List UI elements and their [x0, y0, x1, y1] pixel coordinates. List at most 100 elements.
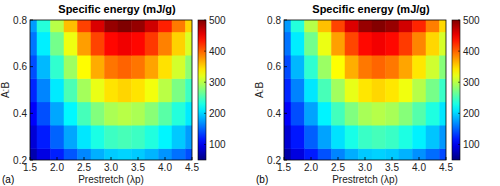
heatmap-cell: [50, 20, 64, 32]
heatmap-cell: [118, 78, 132, 102]
y-tick-label: 0.8: [267, 15, 281, 26]
heatmap-cell: [131, 55, 145, 79]
title: Specific energy (mJ/g): [312, 3, 430, 15]
colorbar-tick: [458, 113, 460, 114]
heatmap-cell: [358, 125, 372, 149]
heatmap-cell: [331, 102, 345, 126]
colorbar-tick-label: 300: [209, 77, 226, 88]
heatmap-cell: [50, 148, 64, 160]
heatmap-cell: [172, 78, 186, 102]
heatmap-cell: [37, 55, 51, 79]
heatmap-cell: [37, 102, 51, 126]
heatmap-cell: [385, 102, 399, 126]
heatmap-cell: [426, 102, 440, 126]
heatmap-cell: [412, 125, 426, 149]
x-tick: [338, 157, 339, 160]
heatmap-cell: [331, 55, 345, 79]
panel-label: (b): [256, 174, 268, 185]
heatmap-cell: [64, 20, 78, 32]
colorbar-tick-label: 200: [209, 108, 226, 119]
heatmap-cell: [131, 32, 145, 56]
heatmap-cell: [172, 32, 186, 56]
heatmap-cell: [439, 148, 446, 160]
heatmap-cell: [385, 32, 399, 56]
heatmap-cell: [118, 20, 132, 32]
x-tick: [392, 157, 393, 160]
x-tick-label: 3.5: [131, 162, 145, 173]
heatmap-cell: [439, 55, 446, 79]
plot-frame: [284, 20, 446, 160]
heatmap-cell: [304, 20, 318, 32]
colorbar-tick: [204, 82, 206, 83]
colorbar-tick: [204, 20, 206, 21]
x-tick: [446, 157, 447, 160]
heatmap-cell: [358, 32, 372, 56]
heatmap-cell: [412, 32, 426, 56]
heatmap-cell: [358, 102, 372, 126]
heatmap-cell: [358, 20, 372, 32]
heatmap-cell: [50, 55, 64, 79]
heatmap-cell: [64, 148, 78, 160]
heatmap-cell: [104, 55, 118, 79]
panel-label: (a): [2, 174, 14, 185]
x-tick: [419, 157, 420, 160]
heatmap-cell: [318, 78, 332, 102]
heatmap-cell: [345, 148, 359, 160]
colorbar-tick: [458, 20, 460, 21]
heatmap-cell: [158, 20, 172, 32]
heatmap-cell: [399, 125, 413, 149]
y-tick: [30, 113, 33, 114]
heatmap-cell: [291, 102, 305, 126]
heatmap-cell: [331, 32, 345, 56]
heatmap-cell: [37, 125, 51, 149]
heatmap-cell: [104, 20, 118, 32]
heatmap-cell: [358, 78, 372, 102]
heatmap-cell: [358, 55, 372, 79]
heatmap-cell: [185, 102, 192, 126]
heatmap-cell: [91, 32, 105, 56]
heatmap-cell: [284, 125, 291, 149]
heatmap-cell: [185, 32, 192, 56]
heatmap-cell: [318, 102, 332, 126]
heatmap-cell: [77, 78, 91, 102]
heatmap-cell: [50, 32, 64, 56]
x-tick: [138, 157, 139, 160]
heatmap-cell: [412, 148, 426, 160]
heatmap-cell: [64, 55, 78, 79]
heatmap-cell: [64, 125, 78, 149]
heatmap-cell: [158, 125, 172, 149]
heatmap-cell: [331, 78, 345, 102]
y-tick: [30, 20, 33, 21]
heatmap-cell: [77, 125, 91, 149]
y-axis-label: A:B: [254, 82, 265, 98]
heatmap-cell: [318, 55, 332, 79]
heatmap-cell: [104, 32, 118, 56]
heatmap-cell: [345, 125, 359, 149]
x-tick-label: 3.0: [104, 162, 118, 173]
heatmap-cell: [358, 148, 372, 160]
heatmap-cell: [291, 20, 305, 32]
heatmap-cell: [284, 78, 291, 102]
heatmap-cell: [399, 55, 413, 79]
y-axis-label: A:B: [0, 82, 11, 98]
heatmap-cell: [131, 102, 145, 126]
heatmap-cell: [30, 148, 37, 160]
heatmap-cell: [131, 125, 145, 149]
heatmap-cell: [118, 32, 132, 56]
heatmap-cell: [91, 148, 105, 160]
heatmap-cell: [64, 78, 78, 102]
heatmap-cell: [118, 55, 132, 79]
x-tick-label: 4.5: [439, 162, 453, 173]
x-axis-label: Prestretch (λp): [332, 174, 398, 185]
heatmap-cell: [284, 148, 291, 160]
heatmap-cell: [426, 55, 440, 79]
heatmap-cell: [172, 102, 186, 126]
heatmap-cell: [64, 102, 78, 126]
heatmap-cell: [185, 55, 192, 79]
heatmap-cell: [118, 102, 132, 126]
heatmap-cell: [372, 125, 386, 149]
colorbar-tick-label: 400: [463, 46, 480, 57]
heatmap-cell: [77, 148, 91, 160]
colorbar-tick: [204, 51, 206, 52]
heatmap-cell: [399, 102, 413, 126]
